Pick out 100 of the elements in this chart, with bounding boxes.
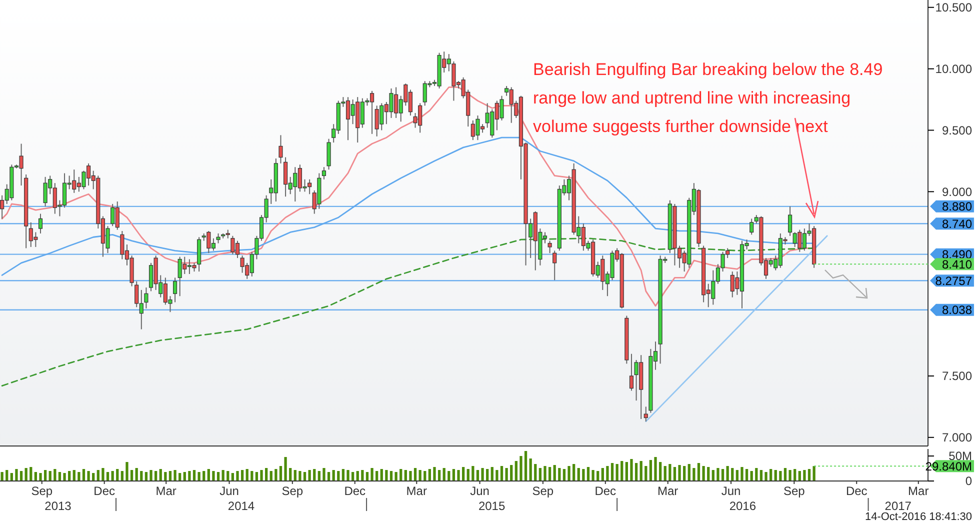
bar <box>529 458 532 481</box>
bar <box>168 471 172 481</box>
bar <box>668 464 672 481</box>
bar <box>24 468 28 481</box>
bar <box>39 473 42 481</box>
bar <box>126 462 128 481</box>
bar <box>726 466 729 481</box>
bar <box>568 466 570 481</box>
x-tick-label: Dec <box>94 484 116 498</box>
bar <box>558 468 561 481</box>
bar <box>582 469 585 481</box>
bar <box>96 470 100 481</box>
x-tick-label: Mar <box>658 484 678 498</box>
bar <box>510 465 513 481</box>
bar <box>577 468 580 481</box>
bar <box>332 470 335 481</box>
bar <box>63 473 66 481</box>
bar <box>760 470 763 481</box>
bar <box>30 467 32 481</box>
y-tick-label: 7.000 <box>942 430 972 445</box>
ref-line-label: 8.2757 <box>935 274 972 288</box>
candlestick <box>326 138 331 170</box>
bar <box>404 470 407 481</box>
bar <box>250 471 254 481</box>
bar <box>673 467 676 481</box>
x-tick-label: Mar <box>406 484 427 498</box>
bar <box>313 469 316 481</box>
bar <box>82 469 86 481</box>
bar <box>716 468 720 481</box>
bar <box>284 457 287 481</box>
bar <box>48 471 52 481</box>
bar <box>500 466 504 481</box>
y-tick-label: 10.000 <box>935 62 972 76</box>
bar <box>380 469 383 481</box>
bar <box>803 470 806 481</box>
bar <box>548 467 552 481</box>
x-tick-label: Dec <box>846 484 868 498</box>
bar <box>466 469 470 481</box>
bar <box>476 470 480 481</box>
bar <box>486 469 489 481</box>
bar <box>794 469 796 481</box>
bar <box>87 471 90 481</box>
candlestick <box>144 287 148 309</box>
x-tick-label: Sep <box>282 484 304 498</box>
bar <box>538 468 542 481</box>
bar <box>246 469 248 481</box>
bar <box>457 470 460 481</box>
line-series <box>1 136 815 276</box>
bar <box>370 468 374 481</box>
bar <box>553 465 556 481</box>
bar <box>702 466 705 481</box>
bar <box>572 464 576 481</box>
bar <box>462 467 465 481</box>
y-tick-label: 10.500 <box>935 0 972 15</box>
bar <box>150 470 152 481</box>
x-tick-label: Mar <box>908 484 929 498</box>
bar <box>764 472 768 481</box>
text: 2013 <box>44 499 72 513</box>
candlestick <box>216 232 220 244</box>
bar <box>409 471 412 481</box>
bar <box>289 468 292 481</box>
bar <box>755 468 758 481</box>
y-tick-label: 9.500 <box>942 123 972 138</box>
candlestick <box>644 406 648 422</box>
bar <box>625 462 628 481</box>
bar <box>664 466 666 481</box>
bar <box>774 470 777 481</box>
bar <box>198 472 200 481</box>
x-tick-label: Jun <box>470 484 490 498</box>
bar <box>279 466 282 481</box>
bar <box>337 471 340 481</box>
bar <box>188 471 191 481</box>
bar <box>721 469 724 481</box>
bar <box>202 471 206 481</box>
bar <box>135 468 138 481</box>
candlestick <box>322 166 326 180</box>
x-tick-label: Dec <box>594 484 616 498</box>
bar <box>298 471 302 481</box>
bar <box>120 471 124 481</box>
bar <box>174 470 176 481</box>
y-tick-label: 0 <box>965 474 972 488</box>
bar <box>240 470 244 481</box>
bar <box>102 468 104 481</box>
bar <box>616 464 618 481</box>
candlestick <box>548 240 552 254</box>
bar <box>562 469 566 481</box>
bar <box>630 459 633 481</box>
bar <box>658 462 662 481</box>
text: 2015 <box>478 499 506 513</box>
text: 2016 <box>729 499 756 513</box>
bar <box>265 468 268 481</box>
bar <box>212 471 215 481</box>
bar <box>424 471 426 481</box>
bar <box>226 471 230 481</box>
bar <box>308 470 311 481</box>
bar <box>596 471 600 481</box>
bar <box>270 471 272 481</box>
bar <box>448 471 450 481</box>
bar <box>452 469 456 481</box>
bar <box>140 471 143 481</box>
